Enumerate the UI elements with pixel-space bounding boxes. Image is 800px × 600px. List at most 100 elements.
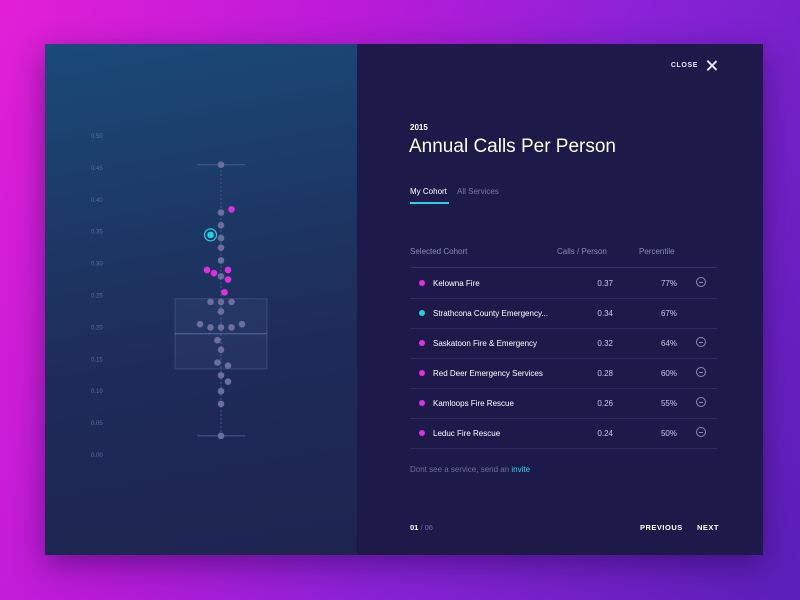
table-row: Leduc Fire Rescue 0.24 50% [410,418,717,449]
cohort-data-point [221,289,228,296]
percentile-value: 77% [660,279,677,288]
beeswarm-chart: 0.00 0.05 0.10 0.15 0.20 0.25 0.30 0.35 0.40 0.45… [91,134,268,459]
y-tick-label: 0.20 [91,325,103,331]
data-point [217,324,225,331]
y-tick-label: 0.00 [91,453,103,459]
data-point [228,298,235,306]
modal-card: 0.00 0.05 0.10 0.15 0.20 0.25 0.30 0.35 0.40 0.45… [45,44,763,555]
data-point [217,222,225,229]
column-header-percentile: Percentile [639,247,675,256]
data-point [238,320,246,328]
cohort-data-point [203,266,211,274]
service-name: Red Deer Emergency Services [433,369,543,378]
percentile-value: 67% [660,309,677,318]
data-point [217,308,225,315]
calls-value: 0.24 [597,429,613,438]
calls-value: 0.26 [597,399,613,408]
y-tick-label: 0.35 [91,230,103,236]
table-row: Red Deer Emergency Services 0.28 60% [410,358,717,389]
data-point [217,298,225,306]
percentile-value: 60% [660,369,677,378]
remove-circle-icon[interactable] [696,277,706,287]
service-name: Kamloops Fire Rescue [433,399,514,408]
series-color-dot [419,280,425,286]
service-name: Leduc Fire Rescue [433,429,501,438]
y-tick-label: 0.15 [91,357,103,363]
page-title: Annual Calls Per Person [409,136,616,157]
calls-value: 0.32 [597,339,613,348]
close-label: CLOSE [670,62,698,69]
cohort-data-point [224,276,232,283]
chart-panel: 0.00 0.05 0.10 0.15 0.20 0.25 0.30 0.35 0.40 0.45… [45,44,357,555]
data-point [217,371,225,379]
table-row: Kelowna Fire 0.37 77% [410,268,717,299]
data-point [207,324,214,331]
table-row: Saskatoon Fire & Emergency 0.32 64% [410,328,717,359]
data-point [207,298,214,306]
data-point [228,324,235,331]
calls-value: 0.34 [597,309,613,318]
y-tick-label: 0.45 [91,166,103,172]
series-color-dot [419,370,425,376]
data-point [217,387,225,395]
data-point [224,362,232,369]
data-point [217,234,225,242]
close-icon[interactable] [706,60,717,71]
data-point [217,346,225,354]
data-point [217,257,225,264]
service-name: Strathcona County Emergency... [433,309,549,318]
y-tick-label: 0.10 [91,389,103,395]
remove-circle-icon[interactable] [696,427,706,437]
series-color-dot [419,340,425,346]
service-name: Saskatoon Fire & Emergency [433,339,538,348]
column-header-cohort: Selected Cohort [410,247,468,256]
cohort-data-point [228,206,235,213]
selected-data-point [207,231,214,239]
data-point [217,432,225,440]
footnote-text: Dont see a service, send an [410,465,510,474]
column-header-calls: Calls / Person [557,247,607,256]
y-tick-label: 0.30 [91,262,103,268]
details-panel: CLOSE 2015 Annual Calls Per Person My Co… [357,44,763,555]
remove-circle-icon[interactable] [696,397,706,407]
y-tick-label: 0.05 [91,421,103,427]
series-color-dot [419,400,425,406]
table-row: Strathcona County Emergency... 0.34 67% [410,298,717,329]
remove-circle-icon[interactable] [696,367,706,377]
page-total: 06 [424,523,433,532]
close-button[interactable]: CLOSE [671,60,717,71]
data-point [196,320,204,328]
calls-value: 0.28 [597,369,613,378]
data-point [217,273,225,280]
page-separator: / [420,523,423,532]
active-tab-indicator [410,202,449,204]
y-tick-label: 0.50 [91,134,103,140]
data-point [217,161,225,169]
table-row: Kamloops Fire Rescue 0.26 55% [410,388,717,419]
next-button[interactable]: NEXT [697,523,720,532]
selected-point-ring [203,228,218,242]
y-tick-label: 0.40 [91,198,103,204]
data-point [224,378,232,385]
previous-button[interactable]: PREVIOUS [640,523,683,532]
header-divider [410,267,717,268]
invite-link[interactable]: invite [511,465,531,474]
remove-circle-icon[interactable] [696,337,706,347]
series-color-dot [419,430,425,436]
data-point [217,244,225,251]
percentile-value: 64% [660,339,677,348]
data-point [217,400,225,408]
cohort-data-point [224,266,232,274]
data-point [214,359,221,366]
tab-my-cohort[interactable]: My Cohort [410,187,447,196]
percentile-value: 55% [660,399,677,408]
y-tick-label: 0.25 [91,294,103,300]
calls-value: 0.37 [597,279,613,288]
data-point [217,209,225,216]
tab-all-services[interactable]: All Services [457,187,499,196]
year-label: 2015 [410,123,428,132]
page-current: 01 [410,523,419,532]
footnote: Dont see a service, send an invite [410,465,530,474]
service-name: Kelowna Fire [433,279,480,288]
series-color-dot [419,310,425,316]
